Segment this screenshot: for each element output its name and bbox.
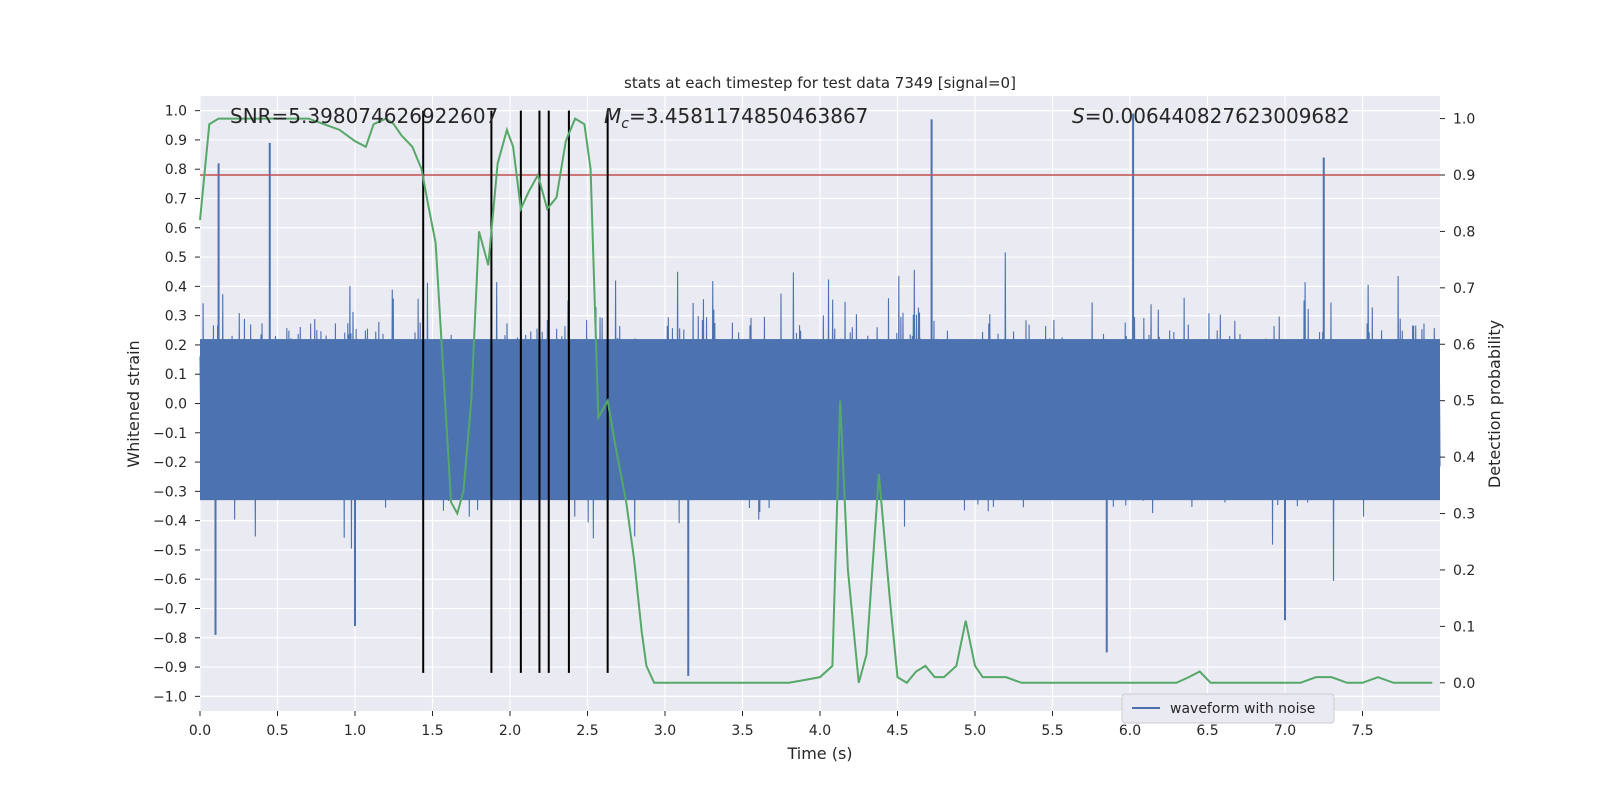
left-y-tick-label: 0.6	[165, 221, 187, 237]
left-y-tick-label: 1.0	[165, 104, 187, 120]
left-y-tick-label: −0.4	[153, 514, 187, 530]
s-annotation: S=0.006440827623009682	[1072, 104, 1350, 128]
probability-line	[199, 117, 1433, 685]
right-y-tick-label: 0.7	[1453, 281, 1475, 297]
left-y-tick-label: −0.2	[153, 455, 187, 471]
right-y-tick-label: 0.4	[1453, 450, 1475, 466]
s-symbol: S	[1072, 104, 1085, 128]
mc-subscript: c	[621, 116, 629, 132]
x-ticks: 0.0 0.5 1.0 1.5 2.0 2.5 3.0 3.5 4.0 4.5 5.0 5.5 6.0 6…	[189, 711, 1374, 739]
left-y-tick-label: 0.9	[165, 133, 187, 149]
left-y-tick-label: 0.7	[165, 192, 187, 208]
right-y-ticks: 1.0 0.9 0.8 0.7 0.6 0.5 0.4 0.3 0.2 0.1 0.0	[1440, 112, 1475, 692]
left-y-tick-label: −0.6	[153, 572, 187, 588]
left-y-tick-label: −0.1	[153, 426, 187, 442]
left-y-tick-label: 0.3	[165, 309, 187, 325]
x-tick-label: 1.0	[344, 723, 366, 739]
x-tick-label: 0.5	[266, 723, 288, 739]
right-y-tick-label: 0.9	[1453, 168, 1475, 184]
left-y-tick-label: −0.3	[153, 484, 187, 500]
left-y-tick-label: 0.5	[165, 250, 187, 266]
left-y-tick-label: 0.4	[165, 279, 187, 295]
x-tick-label: 6.5	[1196, 723, 1218, 739]
waveform-series	[199, 113, 1441, 676]
left-y-tick-label: −0.5	[153, 543, 187, 559]
waveform-core	[200, 339, 1440, 501]
legend-box	[1121, 693, 1335, 724]
x-tick-label: 3.0	[654, 723, 676, 739]
right-y-tick-label: 0.5	[1453, 394, 1475, 410]
left-y-tick-label: 0.2	[165, 338, 187, 354]
x-tick-label: 1.5	[421, 723, 443, 739]
left-y-axis-label: Whitened strain	[124, 340, 143, 467]
right-y-tick-label: 0.3	[1453, 507, 1475, 523]
chirp-mass-annotation: Mc=3.4581174850463867	[604, 104, 868, 132]
x-tick-label: 7.0	[1274, 723, 1296, 739]
chart-title: stats at each timestep for test data 734…	[624, 74, 1016, 92]
legend: waveform with noise	[1121, 693, 1335, 724]
left-y-tick-label: −0.7	[153, 602, 187, 618]
right-y-tick-label: 0.8	[1453, 224, 1475, 240]
snr-annotation: SNR=5.398074626922607	[230, 104, 498, 128]
x-tick-label: 3.5	[731, 723, 753, 739]
left-y-tick-label: −0.9	[153, 660, 187, 676]
x-tick-label: 0.0	[189, 723, 211, 739]
x-tick-label: 6.0	[1119, 723, 1141, 739]
left-y-tick-label: 0.1	[165, 367, 187, 383]
x-tick-label: 4.5	[886, 723, 908, 739]
left-y-tick-label: −0.8	[153, 631, 187, 647]
x-tick-label: 2.5	[576, 723, 598, 739]
right-y-tick-label: 0.1	[1453, 619, 1475, 635]
left-y-tick-label: 0.0	[165, 397, 187, 413]
x-tick-label: 5.5	[1041, 723, 1063, 739]
s-value: =0.006440827623009682	[1085, 104, 1350, 128]
x-tick-label: 7.5	[1351, 723, 1373, 739]
left-y-ticks: 1.0 0.9 0.8 0.7 0.6 0.5 0.4 0.3 0.2 0.1 0.0 −0.1 −0.…	[153, 104, 200, 705]
mc-value: =3.4581174850463867	[629, 104, 868, 128]
right-y-axis-label: Detection probability	[1485, 320, 1504, 488]
x-tick-label: 5.0	[964, 723, 986, 739]
x-tick-label: 4.0	[809, 723, 831, 739]
right-y-tick-label: 0.2	[1453, 563, 1475, 579]
mc-symbol: M	[604, 104, 621, 128]
right-y-tick-label: 1.0	[1453, 112, 1475, 128]
right-y-tick-label: 0.6	[1453, 337, 1475, 353]
probability-series	[199, 117, 1433, 685]
x-axis-label: Time (s)	[786, 744, 852, 763]
x-tick-label: 2.0	[499, 723, 521, 739]
left-y-tick-label: 0.8	[165, 162, 187, 178]
legend-label: waveform with noise	[1170, 701, 1315, 717]
left-y-tick-label: −1.0	[153, 689, 187, 705]
right-y-tick-label: 0.0	[1453, 676, 1475, 692]
